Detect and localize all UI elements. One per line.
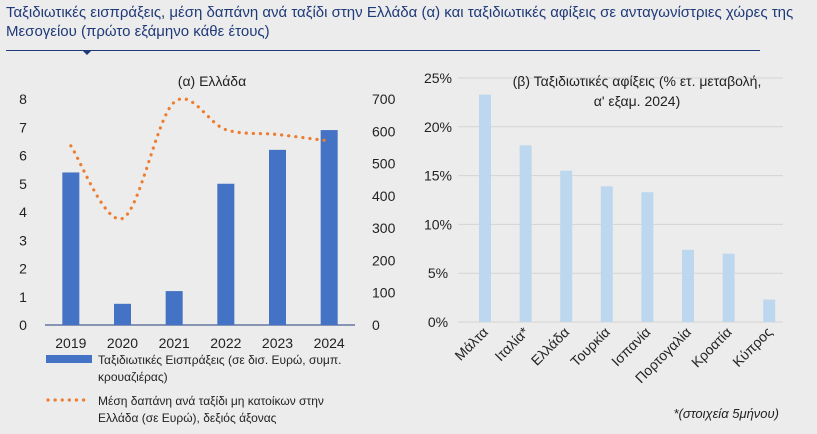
arrivals-bar-Ιταλία* bbox=[519, 145, 532, 322]
panel-a-right-axis: 0 100 200 300 400 500 600 700 bbox=[372, 91, 396, 333]
x-tick-2023: 2023 bbox=[262, 335, 293, 351]
panel-a-left-axis: 0 1 2 3 4 5 6 7 8 bbox=[19, 91, 27, 333]
y-tick-5%: 5% bbox=[428, 265, 448, 281]
panel-a-title: (α) Ελλάδα bbox=[178, 73, 246, 89]
x-tick-2021: 2021 bbox=[159, 335, 190, 351]
y-tick-25%: 25% bbox=[424, 70, 452, 86]
left-axis-tick-7: 7 bbox=[19, 119, 27, 135]
x-tick-2024: 2024 bbox=[314, 335, 345, 351]
legend-bar-swatch bbox=[46, 355, 92, 363]
arrivals-bar-Τουρκία bbox=[600, 186, 613, 322]
x-tick-Τουρκία: Τουρκία bbox=[567, 324, 613, 370]
panel-b-gridlines bbox=[458, 77, 783, 323]
receipts-bar-2023 bbox=[269, 149, 286, 325]
left-axis-tick-3: 3 bbox=[19, 232, 27, 248]
panel-b-bars bbox=[479, 94, 776, 322]
panel-b-y-axis: 0% 5% 10% 15% 20% 25% bbox=[424, 70, 452, 330]
y-tick-0%: 0% bbox=[428, 314, 448, 330]
left-axis-tick-6: 6 bbox=[19, 148, 27, 164]
figure-title: Ταξιδιωτικές εισπράξεις, μέση δαπάνη ανά… bbox=[6, 4, 794, 40]
arrivals-bar-Κροατία bbox=[722, 253, 735, 322]
left-axis-tick-4: 4 bbox=[19, 204, 27, 220]
title-notch bbox=[82, 50, 92, 55]
receipts-bar-2020 bbox=[114, 303, 131, 325]
right-axis-tick-600: 600 bbox=[372, 123, 396, 139]
receipts-bar-2022 bbox=[217, 183, 235, 325]
x-tick-Ελλάδα: Ελλάδα bbox=[528, 324, 573, 369]
left-axis-tick-2: 2 bbox=[19, 261, 27, 277]
right-axis-tick-0: 0 bbox=[372, 317, 380, 333]
receipts-bar-2019 bbox=[62, 172, 80, 325]
panel-b-footnote: *(στοιχεία 5μήνου) bbox=[673, 406, 779, 421]
x-tick-Μάλτα: Μάλτα bbox=[451, 324, 491, 364]
panel-b-x-axis: Μάλτα Ιταλία*ΕλλάδαΤουρκίαΙσπανίαΠορτογαλ… bbox=[451, 323, 775, 386]
arrivals-bar-Πορτογαλία bbox=[682, 249, 694, 322]
x-tick-Κροατία: Κροατία bbox=[688, 324, 735, 371]
x-tick-2022: 2022 bbox=[210, 335, 241, 351]
panel-a-x-axis: 2019 2020 2021 2022 2023 2024 bbox=[55, 335, 345, 351]
right-axis-tick-700: 700 bbox=[372, 91, 396, 107]
x-tick-2019: 2019 bbox=[55, 335, 86, 351]
receipts-bar-2021 bbox=[165, 291, 183, 325]
legend-bar-label-line2: κρουαζιέρας) bbox=[98, 370, 168, 384]
title-rule bbox=[6, 50, 760, 51]
right-axis-tick-500: 500 bbox=[372, 156, 396, 172]
x-tick-Κύπρος: Κύπρος bbox=[729, 324, 775, 370]
right-axis-tick-400: 400 bbox=[372, 188, 396, 204]
y-tick-15%: 15% bbox=[424, 168, 452, 184]
panel-b-title-line2: α' εξαμ. 2024) bbox=[594, 93, 681, 109]
left-axis-tick-5: 5 bbox=[19, 176, 27, 192]
panel-a-spend-line bbox=[69, 97, 331, 221]
x-tick-2020: 2020 bbox=[107, 335, 138, 351]
receipts-bar-2024 bbox=[320, 130, 338, 325]
right-axis-tick-200: 200 bbox=[372, 252, 396, 268]
x-tick-Ιταλία*: Ιταλία* bbox=[491, 323, 532, 364]
y-tick-20%: 20% bbox=[424, 119, 452, 135]
arrivals-bar-Μάλτα bbox=[479, 94, 491, 322]
legend-line-label-line2: Ελλάδα (σε Ευρώ), δεξιός άξονας bbox=[98, 411, 277, 425]
arrivals-bar-Ελλάδα bbox=[560, 170, 573, 322]
left-axis-tick-8: 8 bbox=[19, 91, 27, 107]
panel-b-title-line1: (β) Ταξιδιωτικές αφίξεις (% ετ. μεταβολή… bbox=[513, 73, 762, 89]
legend-bar-label-line1: Ταξιδιωτικές Εισπράξεις (σε δισ. Ευρώ, σ… bbox=[98, 353, 341, 367]
y-tick-10%: 10% bbox=[424, 216, 452, 232]
left-axis-tick-1: 1 bbox=[19, 289, 27, 305]
panel-a-bars bbox=[62, 130, 338, 325]
left-axis-tick-0: 0 bbox=[19, 317, 27, 333]
right-axis-tick-300: 300 bbox=[372, 220, 396, 236]
arrivals-bar-Ισπανία bbox=[641, 192, 654, 322]
arrivals-bar-Κύπρος bbox=[763, 299, 776, 322]
right-axis-tick-100: 100 bbox=[372, 285, 396, 301]
legend-line-label-line1: Μέση δαπάνη ανά ταξίδι μη κατοίκων στην bbox=[98, 394, 324, 408]
